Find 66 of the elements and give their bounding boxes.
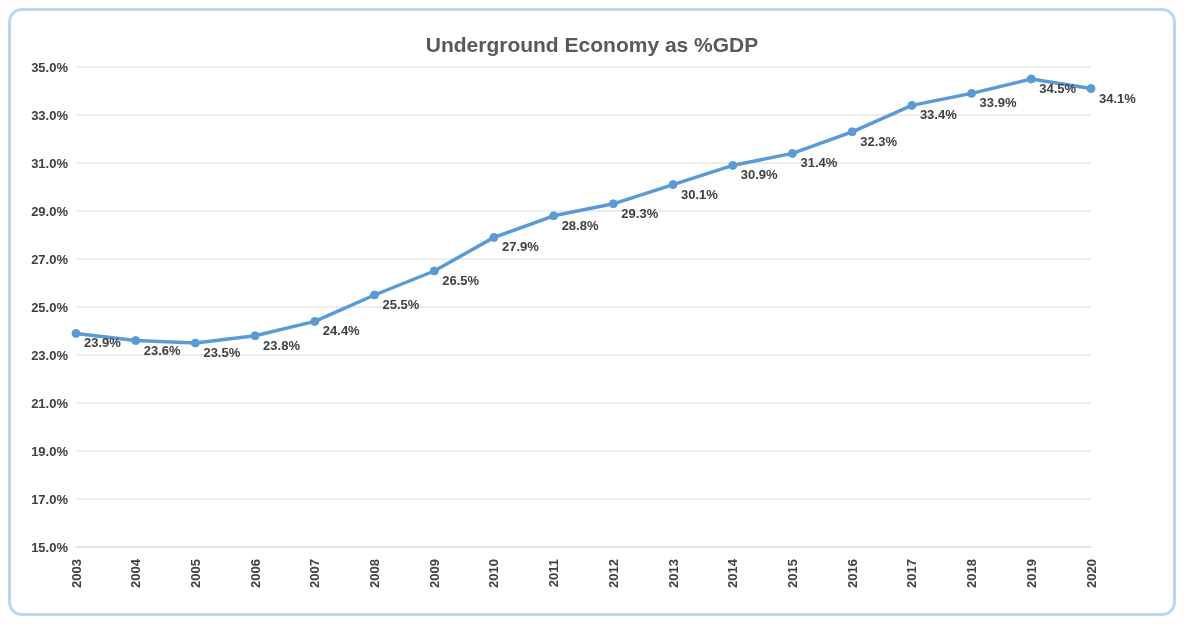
point: [370, 290, 380, 300]
data-label: 28.8%: [561, 217, 599, 233]
data-label: 30.1%: [681, 186, 719, 202]
y-tick-label: 29.0%: [31, 203, 69, 219]
point: [728, 160, 738, 170]
data-label: 34.5%: [1039, 81, 1077, 96]
x-tick-label: 2011: [546, 559, 562, 588]
x-tick-label: 2019: [1023, 559, 1039, 588]
data-label: 23.5%: [203, 345, 241, 360]
point: [608, 199, 618, 209]
point: [668, 180, 678, 190]
point: [1026, 74, 1036, 84]
data-label: 29.3%: [621, 205, 659, 221]
point: [71, 328, 81, 338]
point: [429, 266, 439, 276]
y-tick-label: 31.0%: [31, 155, 69, 171]
point: [549, 211, 559, 221]
data-label: 24.4%: [322, 323, 361, 339]
y-tick-label: 19.0%: [31, 443, 69, 459]
x-tick-label: 2017: [904, 559, 920, 588]
x-tick-label: 2006: [247, 559, 263, 588]
x-tick-label: 2004: [128, 558, 144, 588]
x-tick-label: 2013: [665, 559, 681, 588]
data-label: 27.9%: [501, 239, 540, 255]
data-label: 34.1%: [1099, 90, 1137, 106]
y-tick-label: 23.0%: [31, 347, 69, 363]
x-tick-label: 2018: [964, 559, 980, 588]
x-tick-label: 2015: [784, 559, 800, 588]
y-tick-label: 33.0%: [31, 107, 69, 123]
point: [847, 127, 857, 137]
data-label: 33.9%: [979, 95, 1017, 111]
point: [310, 316, 320, 326]
point: [190, 338, 200, 348]
x-tick-label: 2008: [367, 559, 383, 588]
data-label: 23.6%: [143, 342, 182, 358]
x-tick-label: 2003: [68, 559, 84, 588]
point: [1086, 84, 1096, 94]
data-label: 30.9%: [740, 167, 779, 183]
data-label: 32.3%: [860, 133, 898, 149]
x-tick-label: 2020: [1083, 559, 1099, 588]
point: [907, 100, 917, 110]
x-tick-label: 2009: [426, 559, 442, 588]
point: [489, 232, 499, 242]
x-tick-label: 2007: [307, 559, 323, 588]
point: [787, 148, 797, 158]
point: [250, 331, 260, 341]
point: [131, 336, 141, 346]
chart-title: Underground Economy as %GDP: [424, 33, 760, 57]
data-label: 26.5%: [442, 273, 480, 288]
y-tick-label: 17.0%: [31, 491, 69, 507]
x-tick-label: 2012: [605, 559, 621, 588]
x-tick-label: 2005: [187, 559, 203, 588]
y-tick-label: 25.0%: [31, 299, 69, 315]
y-tick-label: 15.0%: [31, 539, 69, 555]
y-tick-label: 21.0%: [31, 395, 69, 411]
x-tick-label: 2010: [486, 559, 502, 588]
data-label: 25.5%: [382, 297, 420, 312]
y-tick-label: 27.0%: [31, 251, 69, 267]
point: [967, 88, 977, 98]
x-tick-label: 2016: [844, 559, 860, 588]
data-label: 31.4%: [800, 155, 838, 171]
data-label: 33.4%: [919, 107, 958, 123]
x-tick-label: 2014: [725, 558, 741, 588]
data-label: 23.9%: [84, 335, 122, 351]
y-tick-label: 35.0%: [31, 59, 69, 75]
data-label: 23.8%: [263, 337, 301, 353]
